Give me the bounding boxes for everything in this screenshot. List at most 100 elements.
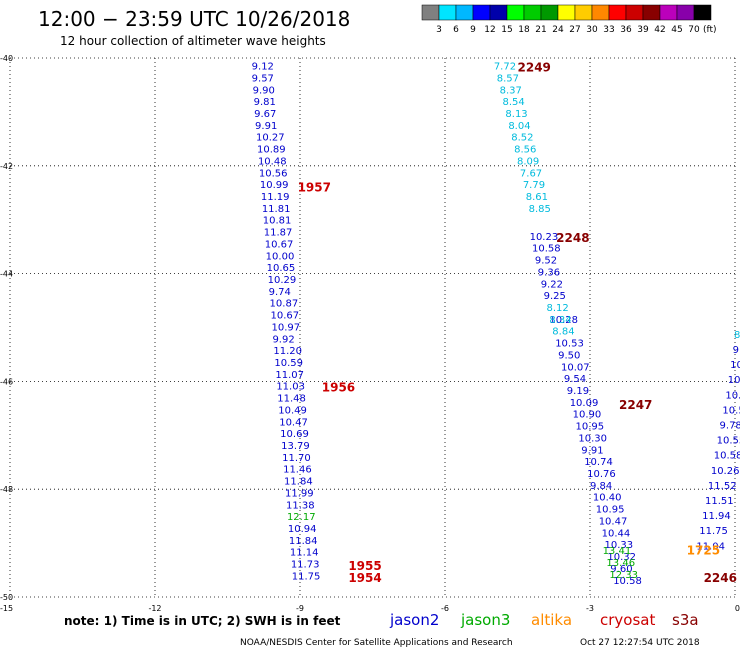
data-point-jason2: 11.84 <box>284 477 313 488</box>
data-point-jason2: 10.68 <box>725 390 740 401</box>
data-point-jason2: 11.03 <box>276 382 305 393</box>
data-point-jason2: 10.95 <box>576 422 605 433</box>
data-point-jason2: 11.19 <box>261 192 290 203</box>
footer-note: note: 1) Time is in UTC; 2) SWH is in fe… <box>64 614 341 628</box>
data-point-jason3: 12.33 <box>609 570 638 581</box>
data-point-jason2: 11.75 <box>292 571 321 582</box>
data-point-jason2: 11.51 <box>705 496 734 507</box>
data-point-jason2: 10.27 <box>256 133 285 144</box>
data-point-jason2: 10.48 <box>258 156 287 167</box>
scale-swatch <box>557 4 576 21</box>
data-point-jason2: 10.90 <box>573 410 602 421</box>
scale-label: 30 <box>586 25 598 35</box>
scale-swatch <box>438 4 457 21</box>
data-point-jason2: 10.95 <box>596 505 625 516</box>
scale-label: 18 <box>518 25 530 35</box>
data-point-jason2: 10.33 <box>605 540 634 551</box>
page-title: 12:00 − 23:59 UTC 10/26/2018 <box>38 7 350 31</box>
data-point-jason2: 10.09 <box>570 398 599 409</box>
data-point-jason2: 9.12 <box>252 62 274 73</box>
scale-swatch <box>574 4 593 21</box>
x-tick-label: -9 <box>296 604 304 613</box>
data-point-jason2: 11.20 <box>273 346 302 357</box>
track-time-label: 1954 <box>348 571 381 585</box>
data-point-jason2: 10.65 <box>267 263 296 274</box>
data-point-s3a: 8.13 <box>505 109 527 120</box>
scale-swatch <box>676 4 695 21</box>
data-point-jason2: 9.52 <box>535 256 557 267</box>
data-point-jason2: 10.49 <box>278 405 307 416</box>
data-point-jason2: 11.04 <box>696 541 725 552</box>
footer-timestamp: Oct 27 12:27:54 UTC 2018 <box>580 638 700 648</box>
data-point-s3a: 8.04 <box>508 121 530 132</box>
data-point-jason2: 10.58 <box>613 576 642 587</box>
data-point-s3a: 8.57 <box>497 73 519 84</box>
data-point-jason2: 10.67 <box>265 239 294 250</box>
data-point-jason3: 13.46 <box>606 558 635 569</box>
data-point-jason2: 9.19 <box>567 386 589 397</box>
track-time-label: 1955 <box>348 559 381 573</box>
page-subtitle: 12 hour collection of altimeter wave hei… <box>60 34 326 48</box>
data-point-jason2: 10.76 <box>587 469 616 480</box>
y-tick-label: -50 <box>0 593 13 602</box>
data-point-jason2: 11.87 <box>264 228 293 239</box>
track-time-label: 1956 <box>322 380 355 394</box>
data-point-jason2: 10.87 <box>270 299 299 310</box>
scale-label: 21 <box>535 25 546 35</box>
data-point-jason2: 11.99 <box>285 488 314 499</box>
y-tick-label: -44 <box>0 270 13 279</box>
data-point-jason2: 10.58 <box>714 451 740 462</box>
data-point-jason2: 11.75 <box>699 526 728 537</box>
data-point-s3a: 7.72 <box>494 62 516 73</box>
legend-item-cryosat: cryosat <box>600 611 655 629</box>
data-point-jason2: 9.60 <box>610 564 632 575</box>
data-point-s3a: 8.34 <box>549 315 571 326</box>
data-point-jason2: 10.99 <box>260 180 289 191</box>
scale-swatch <box>659 4 678 21</box>
data-point-jason2: 11.94 <box>702 511 731 522</box>
data-point-jason2: 13.79 <box>281 441 310 452</box>
data-point-jason2: 10.26 <box>711 466 740 477</box>
data-point-jason2: 9.25 <box>544 291 566 302</box>
track-time-label: 1957 <box>298 180 331 194</box>
data-point-jason2: 10.44 <box>602 528 631 539</box>
data-point-jason2: 11.14 <box>290 548 319 559</box>
data-point-jason2: 11.73 <box>291 560 320 571</box>
data-point-jason2: 9.92 <box>272 334 294 345</box>
data-point-jason2: 9.90 <box>253 85 275 96</box>
data-point-jason2: 9.91 <box>581 445 603 456</box>
data-point-jason2: 9.36 <box>538 267 560 278</box>
scale-label: 9 <box>470 25 476 35</box>
data-point-jason2: 11.48 <box>277 394 306 405</box>
y-tick-label: -46 <box>0 377 13 386</box>
scale-label: 36 <box>620 25 632 35</box>
data-point-jason2: 9.74 <box>269 287 291 298</box>
data-point-s3a: 8.9 <box>734 330 740 341</box>
legend-item-s3a: s3a <box>672 611 699 629</box>
scale-label: 15 <box>501 25 512 35</box>
track-time-label: 2247 <box>619 398 652 412</box>
data-point-jason2: 10.03 <box>730 360 740 371</box>
scale-label: 39 <box>637 25 649 35</box>
data-point-jason2: 11.07 <box>275 370 304 381</box>
scale-label: 6 <box>453 25 459 35</box>
footer-credit: NOAA/NESDIS Center for Satellite Applica… <box>240 638 513 648</box>
scale-swatch <box>523 4 542 21</box>
data-point-jason2: 9.78 <box>720 421 740 432</box>
data-point-jason2: 11.52 <box>708 481 737 492</box>
data-point-jason2: 9.91 <box>255 121 277 132</box>
data-point-s3a: 8.61 <box>526 192 548 203</box>
track-time-label: 2246 <box>704 571 737 585</box>
scale-swatch <box>540 4 559 21</box>
scale-swatch <box>625 4 644 21</box>
data-point-jason2: 10.47 <box>279 417 308 428</box>
data-point-s3a: 8.37 <box>500 85 522 96</box>
x-tick-label: -12 <box>148 604 161 613</box>
scale-label: 3 <box>436 25 442 35</box>
data-point-jason2: 9.54 <box>564 374 586 385</box>
scale-label: 27 <box>569 25 580 35</box>
y-tick-label: -40 <box>0 54 13 63</box>
data-point-jason2: 10.97 <box>271 322 300 333</box>
data-point-jason2: 9.67 <box>254 109 276 120</box>
